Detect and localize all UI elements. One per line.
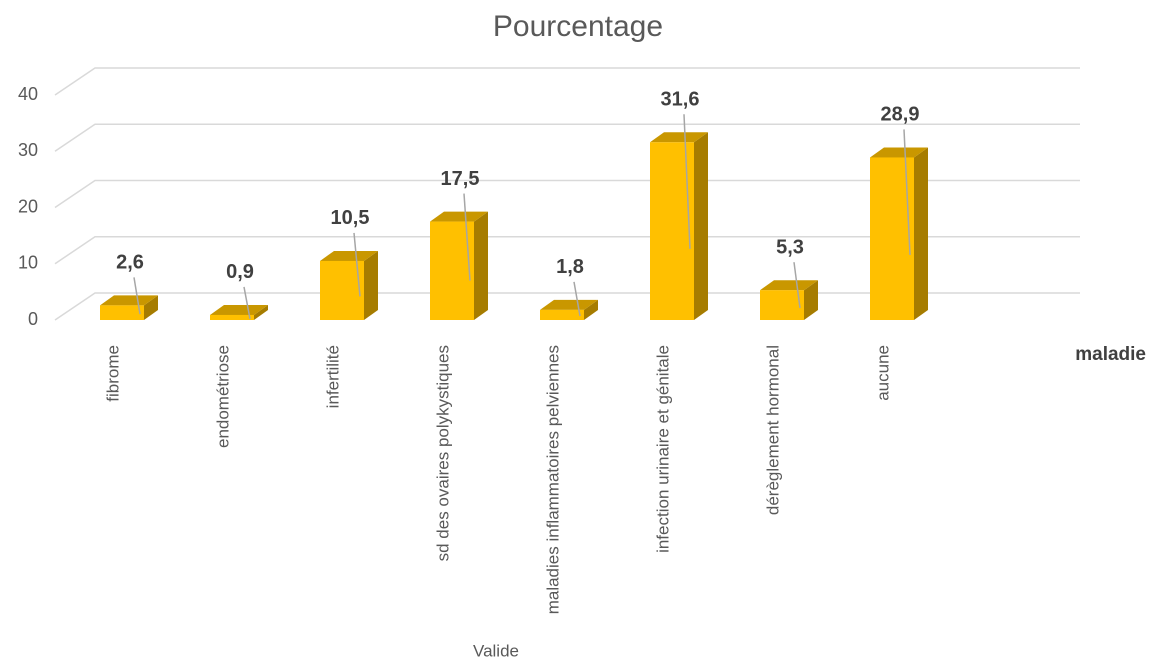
grid-line xyxy=(54,123,1080,152)
bar-top xyxy=(650,132,708,143)
bar xyxy=(100,295,158,320)
leader-line xyxy=(463,193,471,281)
bar xyxy=(210,304,268,320)
y-tick-label: 10 xyxy=(18,253,38,273)
bar-front xyxy=(760,290,804,320)
leader-line xyxy=(243,286,251,320)
value-label: 0,9 xyxy=(226,261,254,283)
bar xyxy=(650,132,708,320)
bar-side xyxy=(364,250,378,320)
chart-title: Pourcentage xyxy=(493,10,663,43)
bar-side xyxy=(694,132,708,320)
value-label: 28,9 xyxy=(881,104,920,126)
leader-line xyxy=(353,232,361,297)
bar xyxy=(760,280,818,320)
bar-front xyxy=(320,260,364,320)
leader-line xyxy=(133,277,141,315)
bar-top xyxy=(320,250,378,261)
y-tick-label: 40 xyxy=(18,84,38,104)
bar-side xyxy=(144,295,158,320)
x-tick-label: maladies inflammatoires pelviennes xyxy=(543,345,562,614)
leader-line xyxy=(683,114,691,249)
bar-side xyxy=(804,280,818,320)
bar-front xyxy=(650,142,694,320)
bar xyxy=(540,299,598,320)
bar-top xyxy=(210,304,268,315)
bar xyxy=(870,147,928,320)
bar-front xyxy=(100,305,144,320)
bar-top xyxy=(540,299,598,310)
y-tick-label: 30 xyxy=(18,140,38,160)
value-label: 10,5 xyxy=(331,207,370,229)
x-tick-label: infertilité xyxy=(323,345,342,408)
bar-top xyxy=(100,295,158,306)
x-tick-label: aucune xyxy=(873,345,892,401)
bar-side xyxy=(584,299,598,320)
value-label: 17,5 xyxy=(441,168,480,190)
x-tick-label: endométriose xyxy=(213,345,232,448)
bar xyxy=(430,211,488,320)
x-tick-label: sd des ovaires polykystiques xyxy=(433,345,452,561)
bar-top xyxy=(430,211,488,222)
bar-side xyxy=(254,304,268,320)
legend-label: maladie xyxy=(1075,344,1146,365)
bar-side xyxy=(914,147,928,320)
x-tick-label: fibrome xyxy=(103,345,122,402)
grid-line xyxy=(54,179,1080,209)
bar-top xyxy=(760,280,818,291)
bar-front xyxy=(870,157,914,320)
leader-line xyxy=(793,262,801,309)
value-label: 31,6 xyxy=(661,89,700,111)
grid-line xyxy=(54,292,1080,321)
leader-line xyxy=(573,281,581,317)
bar-side xyxy=(474,211,488,320)
bar-front xyxy=(540,309,584,320)
x-tick-label: dérèglement hormonal xyxy=(763,345,782,515)
bar xyxy=(320,250,378,320)
grid-line xyxy=(54,236,1080,265)
y-tick-label: 20 xyxy=(18,196,38,216)
bar-top xyxy=(870,147,928,158)
value-label: 1,8 xyxy=(556,256,584,278)
grid-line xyxy=(54,67,1080,96)
x-tick-label: infection urinaire et génitale xyxy=(653,345,672,553)
y-tick-label: 0 xyxy=(28,309,38,329)
value-label: 5,3 xyxy=(776,236,804,258)
bar-front xyxy=(210,314,254,320)
x-axis-label: Valide xyxy=(473,641,519,660)
value-label: 2,6 xyxy=(116,252,144,274)
leader-line xyxy=(903,129,911,256)
